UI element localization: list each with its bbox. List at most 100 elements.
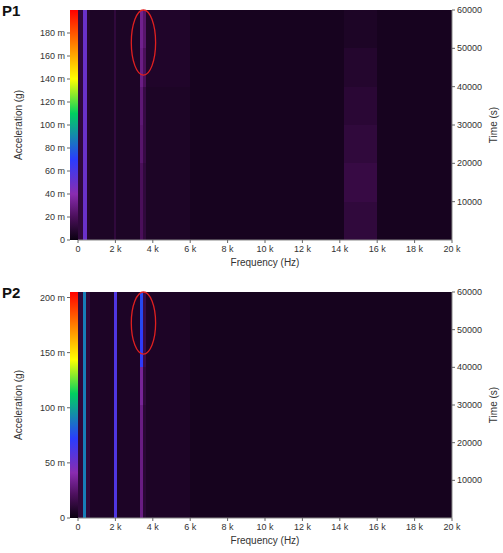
heatmap-cell <box>116 125 139 163</box>
heatmap-cell <box>190 330 452 368</box>
x-tick <box>414 240 415 243</box>
heatmap-cell <box>83 405 87 443</box>
heatmap-cell <box>146 125 190 163</box>
colorbar-tick-label: 120 m <box>40 97 65 107</box>
colorbar-tick <box>67 352 70 353</box>
heatmap-cell <box>78 87 83 125</box>
x-tick-label: 18 k <box>406 244 424 254</box>
panel-2: 050 m100 m150 m200 mAcceleration (g)1000… <box>2 284 499 546</box>
colorbar-tick-label: 160 m <box>40 51 65 61</box>
x-tick-label: 6 k <box>184 522 197 532</box>
y-tick <box>452 48 455 49</box>
heatmap-cell <box>377 48 452 86</box>
heatmap-cell <box>140 125 143 163</box>
colorbar-label: Acceleration (g) <box>13 90 24 160</box>
heatmap-cell <box>146 87 190 125</box>
heatmap-cell <box>90 202 113 240</box>
heatmap-cell <box>143 480 147 518</box>
x-tick <box>227 518 228 521</box>
x-tick <box>265 240 266 243</box>
heatmap-cell <box>344 48 378 86</box>
y-tick <box>452 405 455 406</box>
heatmap-cell <box>143 48 147 86</box>
x-tick-label: 14 k <box>331 244 349 254</box>
colorbar-tick <box>67 33 70 34</box>
heatmap-cell <box>143 163 147 201</box>
colorbar-tick <box>67 125 70 126</box>
colorbar-tick <box>67 407 70 408</box>
y-tick <box>452 201 455 202</box>
heatmap-cell <box>114 163 117 201</box>
colorbar-tick-label: 100 m <box>40 403 65 413</box>
heatmap-cell <box>90 125 113 163</box>
x-tick <box>339 518 340 521</box>
colorbar-tick <box>67 518 70 519</box>
y-tick <box>452 163 455 164</box>
heatmap-cell <box>344 10 378 48</box>
heatmap-cell <box>86 443 90 481</box>
heatmap-cell <box>83 480 87 518</box>
figure: 020 m40 m60 m80 m100 m120 m140 m160 m180… <box>0 0 503 553</box>
x-tick <box>302 240 303 243</box>
colorbar-tick-label: 80 m <box>45 143 65 153</box>
heatmap-cell <box>87 125 90 163</box>
heatmap-cell <box>86 405 90 443</box>
x-tick-label: 14 k <box>331 522 349 532</box>
colorbar-tick <box>67 148 70 149</box>
heatmap-cell <box>140 10 143 48</box>
heatmap-cell <box>117 443 139 481</box>
heatmap-cell <box>83 48 88 86</box>
heatmap-cell <box>114 480 118 518</box>
heatmap-cell <box>190 87 343 125</box>
heatmap-cell <box>90 405 113 443</box>
colorbar-tick-label: 60 m <box>45 166 65 176</box>
x-tick <box>78 518 79 521</box>
heatmap-cell <box>90 87 113 125</box>
colorbar-tick-label: 50 m <box>45 458 65 468</box>
x-tick <box>190 518 191 521</box>
heatmap-cell <box>78 330 83 368</box>
y-tick-label: 50000 <box>457 43 482 53</box>
heatmap-cell <box>140 443 143 481</box>
heatmap-cell <box>140 367 143 405</box>
heatmap-cell <box>190 10 343 48</box>
y-tick <box>452 329 455 330</box>
heatmap-cell <box>78 163 83 201</box>
heatmap-cell <box>143 443 147 481</box>
heatmap-cells <box>78 292 452 518</box>
y-tick-label: 10000 <box>457 475 482 485</box>
heatmap-cell <box>190 292 452 330</box>
heatmap-cell <box>190 202 343 240</box>
heatmap-cell <box>87 48 90 86</box>
x-tick-label: 10 k <box>256 522 274 532</box>
colorbar-tick-label: 150 m <box>40 348 65 358</box>
x-tick-label: 2 k <box>109 522 122 532</box>
heatmap-cell <box>190 480 452 518</box>
heatmap-cell <box>83 202 88 240</box>
heatmap-cell <box>78 125 83 163</box>
panel-title: P2 <box>2 284 20 301</box>
x-tick <box>452 240 453 243</box>
heatmap-cell <box>116 202 139 240</box>
y-axis-label: Time (s) <box>488 107 499 143</box>
heatmap-cell <box>143 405 147 443</box>
x-tick <box>414 518 415 521</box>
heatmap-cell <box>143 367 147 405</box>
heatmap-cell <box>116 163 139 201</box>
heatmap-cell <box>143 330 147 368</box>
x-tick-label: 12 k <box>294 244 312 254</box>
x-tick <box>377 240 378 243</box>
highlight-ellipse <box>131 292 155 354</box>
heatmap-cell <box>190 367 452 405</box>
x-tick <box>190 240 191 243</box>
heatmap-cell <box>86 480 90 518</box>
heatmap-cell <box>377 202 452 240</box>
heatmap-cell <box>146 330 190 368</box>
heatmap-cell <box>87 163 90 201</box>
heatmap-cell <box>90 48 113 86</box>
heatmap-cell <box>140 292 143 330</box>
heatmap-cell <box>143 202 147 240</box>
heatmap-cell <box>114 292 118 330</box>
heatmap-cell <box>140 330 143 368</box>
panel-1: 020 m40 m60 m80 m100 m120 m140 m160 m180… <box>2 2 499 268</box>
